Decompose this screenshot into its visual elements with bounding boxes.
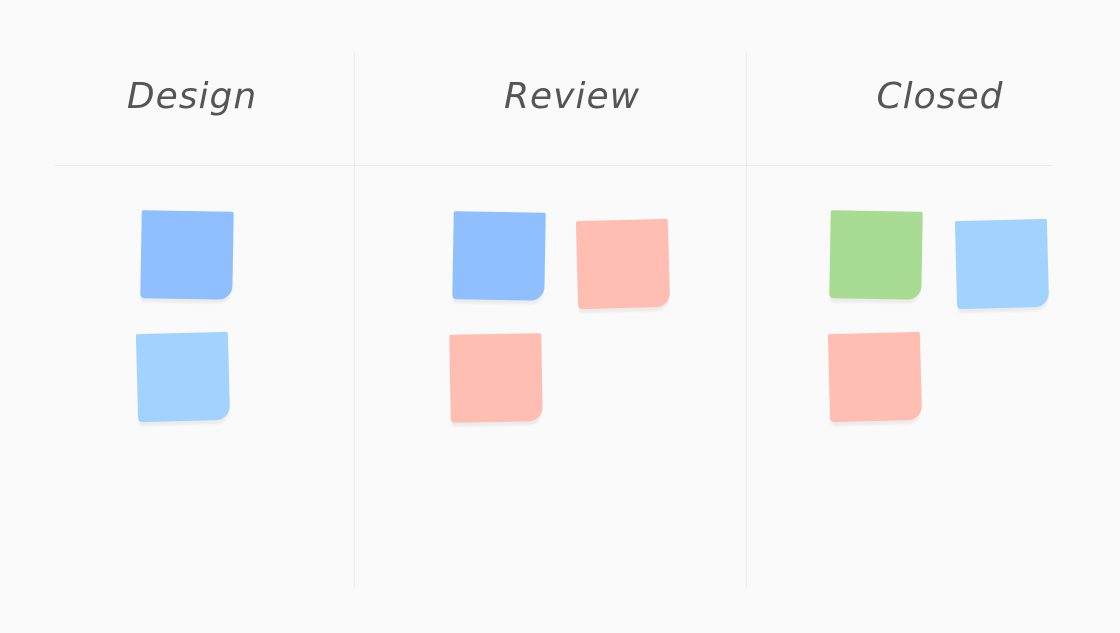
header-divider [55,165,1052,166]
sticky-note[interactable] [140,210,234,300]
sticky-note[interactable] [452,211,546,301]
column-divider [746,53,747,587]
sticky-note[interactable] [829,210,923,300]
sticky-note[interactable] [827,331,923,423]
sticky-note[interactable] [449,333,543,423]
sticky-note[interactable] [135,331,231,423]
column-divider [354,53,355,587]
column-title-design: Design [126,76,258,117]
column-title-closed: Closed [876,76,1004,117]
column-title-review: Review [503,76,641,117]
sticky-note[interactable] [954,218,1050,310]
sticky-note[interactable] [575,218,671,310]
